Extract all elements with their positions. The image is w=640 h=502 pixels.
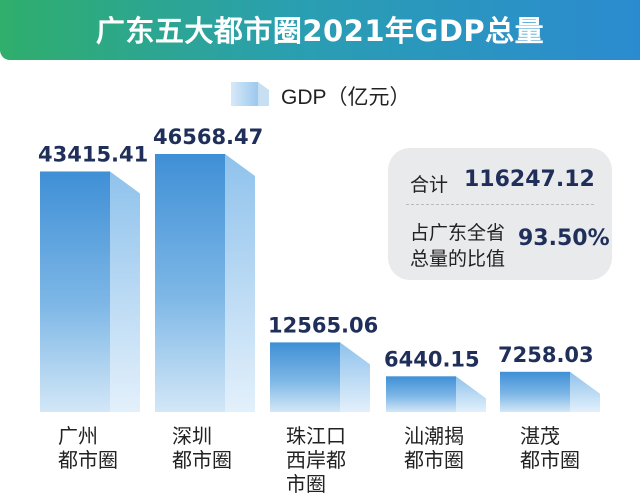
bar-side [225,154,255,412]
category-label-line: 西岸都 [286,448,346,472]
legend-label: GDP（亿元） [281,86,411,109]
title-bar: 广东五大都市圈2021年GDP总量 [0,0,640,60]
bar-value-label: 43415.41 [38,142,148,166]
category-label-line: 广州 [58,424,98,448]
category-label-line: 都市圈 [520,448,580,472]
category-label: 深圳 都市圈 [172,424,232,472]
category-label-line: 市圈 [286,472,326,496]
bar-side [110,171,140,412]
bar-value-label: 46568.47 [153,125,263,149]
category-label: 珠江口 西岸都 市圈 [286,424,346,496]
bar-side [340,342,370,412]
category-label-line: 深圳 [172,424,212,448]
category-label-line: 都市圈 [404,448,464,472]
bar-value-label: 7258.03 [498,343,594,367]
category-label-line: 珠江口 [286,424,346,448]
total-value: 116247.12 [464,167,595,192]
share-value: 93.50% [518,226,610,251]
bar-front [500,371,570,412]
share-label-line1: 占广东全省 [410,222,506,244]
category-label-line: 汕潮揭 [404,424,464,448]
bar-side [570,371,600,412]
summary-box: 合计 116247.12 占广东全省 总量的比值 93.50% [388,148,612,280]
category-label-line: 都市圈 [172,448,232,472]
bar-value-label: 12565.06 [268,313,378,337]
chart-title: 广东五大都市圈2021年GDP总量 [95,14,545,48]
category-label-line: 湛茂 [520,424,560,448]
total-label: 合计 [410,174,449,196]
bar-side [456,376,486,412]
bar-front [270,342,340,412]
bar-front [155,154,225,412]
bar-front [40,171,110,412]
category-label: 湛茂 都市圈 [520,424,580,472]
category-label-line: 都市圈 [58,448,118,472]
category-label: 汕潮揭 都市圈 [404,424,464,472]
legend-swatch [231,82,269,106]
bar-value-label: 6440.15 [384,347,480,371]
category-label: 广州 都市圈 [58,424,118,472]
bar-front [386,376,456,412]
summary-divider [406,204,594,205]
share-label-line2: 总量的比值 [410,248,506,270]
